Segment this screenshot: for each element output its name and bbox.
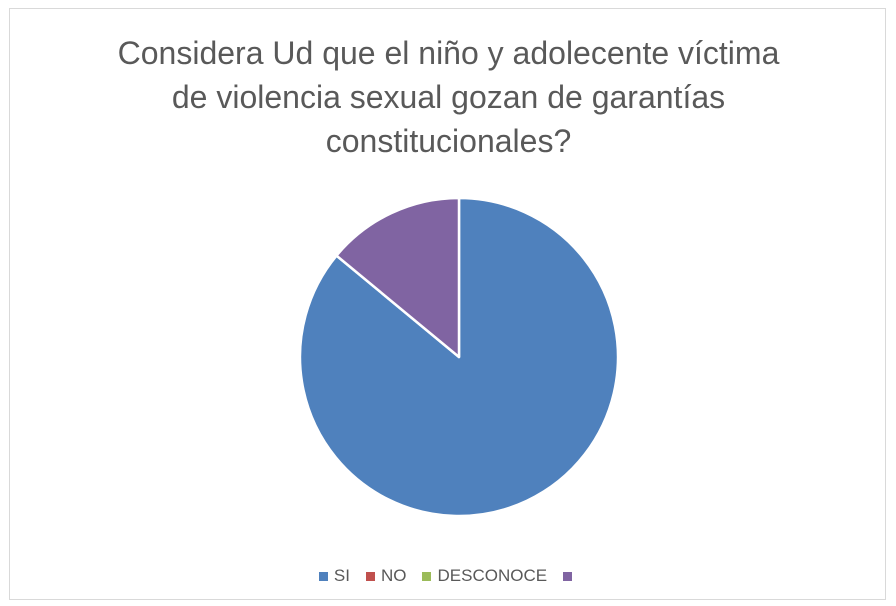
legend-label-desconoce: DESCONOCE — [437, 566, 548, 585]
chart-legend: SI NO DESCONOCE — [10, 566, 887, 586]
legend-label-si: SI — [333, 566, 350, 585]
legend-item-no: NO — [365, 566, 407, 586]
legend-label-no: NO — [380, 566, 407, 585]
legend-item-desconoce: DESCONOCE — [422, 566, 547, 586]
legend-swatch-unlabeled — [563, 571, 573, 581]
chart-title-line-2: de violencia sexual gozan de garantías — [171, 79, 726, 115]
chart-title-line-3: constitucionales? — [325, 123, 572, 159]
legend-swatch-desconoce — [422, 571, 432, 581]
legend-item-si: SI — [318, 566, 350, 586]
legend-item-unlabeled — [563, 571, 578, 581]
chart-title-line-1: Considera Ud que el niño y adolecente ví… — [117, 35, 780, 71]
pie-chart — [298, 196, 620, 518]
pie-slice-unlabeled — [335, 196, 461, 359]
legend-swatch-no — [365, 571, 375, 581]
chart-title: Considera Ud que el niño y adolecente ví… — [10, 31, 887, 163]
chart-area: Considera Ud que el niño y adolecente ví… — [9, 8, 886, 600]
legend-swatch-si — [318, 571, 328, 581]
